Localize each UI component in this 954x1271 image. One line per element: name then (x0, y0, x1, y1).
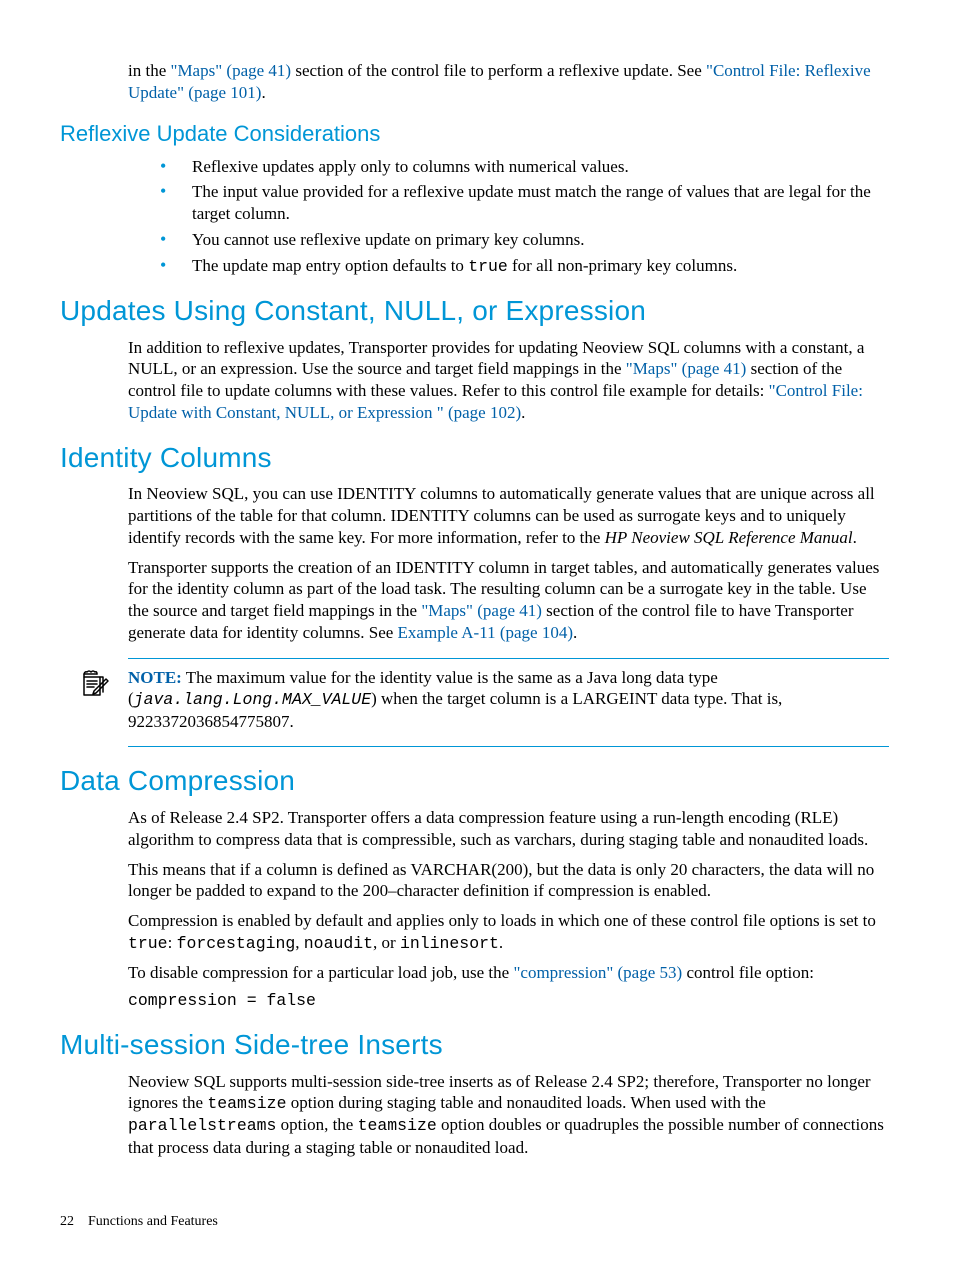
link-example-a11[interactable]: Example A-11 (page 104) (398, 623, 573, 642)
identity-p1: In Neoview SQL, you can use IDENTITY col… (128, 483, 889, 548)
text: control file option: (682, 963, 814, 982)
heading-data-compression: Data Compression (60, 763, 894, 799)
link-compression-option[interactable]: "compression" (page 53) (513, 963, 682, 982)
reflexive-list: Reflexive updates apply only to columns … (60, 156, 894, 277)
text: . (261, 83, 265, 102)
heading-reflexive-update: Reflexive Update Considerations (60, 120, 894, 148)
heading-updates-constant-null: Updates Using Constant, NULL, or Express… (60, 293, 894, 329)
list-item: The update map entry option defaults to … (160, 255, 889, 277)
link-maps[interactable]: "Maps" (page 41) (421, 601, 542, 620)
code-forcestaging: forcestaging (177, 934, 296, 953)
multi-p1: Neoview SQL supports multi-session side-… (128, 1071, 889, 1159)
text: for all non-primary key columns. (508, 256, 737, 275)
text: To disable compression for a particular … (128, 963, 513, 982)
compression-p4: To disable compression for a particular … (128, 962, 889, 984)
code-parallelstreams: parallelstreams (128, 1116, 276, 1135)
link-maps[interactable]: "Maps" (page 41) (171, 61, 292, 80)
text: section of the control file to perform a… (291, 61, 706, 80)
page-footer: 22 Functions and Features (60, 1213, 218, 1231)
compression-p1: As of Release 2.4 SP2. Transporter offer… (128, 807, 889, 851)
code-teamsize: teamsize (207, 1094, 286, 1113)
heading-multi-session: Multi-session Side-tree Inserts (60, 1027, 894, 1063)
code-true: true (468, 257, 508, 276)
list-item: You cannot use reflexive update on prima… (160, 229, 889, 251)
text: option during staging table and nonaudit… (286, 1093, 765, 1112)
code-noaudit: noaudit (304, 934, 373, 953)
note-label: NOTE: (128, 668, 182, 687)
note-block: NOTE: The maximum value for the identity… (128, 658, 889, 748)
identity-p2: Transporter supports the creation of an … (128, 557, 889, 644)
text: . (499, 933, 503, 952)
intro-paragraph: in the "Maps" (page 41) section of the c… (128, 60, 889, 104)
compression-p3: Compression is enabled by default and ap… (128, 910, 889, 954)
page-number: 22 (60, 1214, 74, 1229)
text: . (853, 528, 857, 547)
text: , or (373, 933, 400, 952)
text: option, the (276, 1115, 357, 1134)
text: . (573, 623, 577, 642)
list-item: Reflexive updates apply only to columns … (160, 156, 889, 178)
code-block-compression-false: compression = false (128, 990, 894, 1011)
manual-title: HP Neoview SQL Reference Manual (605, 528, 853, 547)
text: , (295, 933, 304, 952)
text: . (521, 403, 525, 422)
note-icon (80, 669, 110, 705)
heading-identity-columns: Identity Columns (60, 440, 894, 476)
text: : (168, 933, 177, 952)
text: in the (128, 61, 171, 80)
note-text: NOTE: The maximum value for the identity… (128, 667, 889, 733)
link-maps[interactable]: "Maps" (page 41) (626, 359, 747, 378)
code-teamsize: teamsize (358, 1116, 437, 1135)
list-item: The input value provided for a reflexive… (160, 181, 889, 225)
code-java-long: java.lang.Long.MAX_VALUE (134, 690, 371, 709)
compression-p2: This means that if a column is defined a… (128, 859, 889, 903)
text: The update map entry option defaults to (192, 256, 468, 275)
updates-paragraph: In addition to reflexive updates, Transp… (128, 337, 889, 424)
footer-label: Functions and Features (88, 1214, 218, 1229)
code-true: true (128, 934, 168, 953)
code-inlinesort: inlinesort (400, 934, 499, 953)
text: Compression is enabled by default and ap… (128, 911, 876, 930)
